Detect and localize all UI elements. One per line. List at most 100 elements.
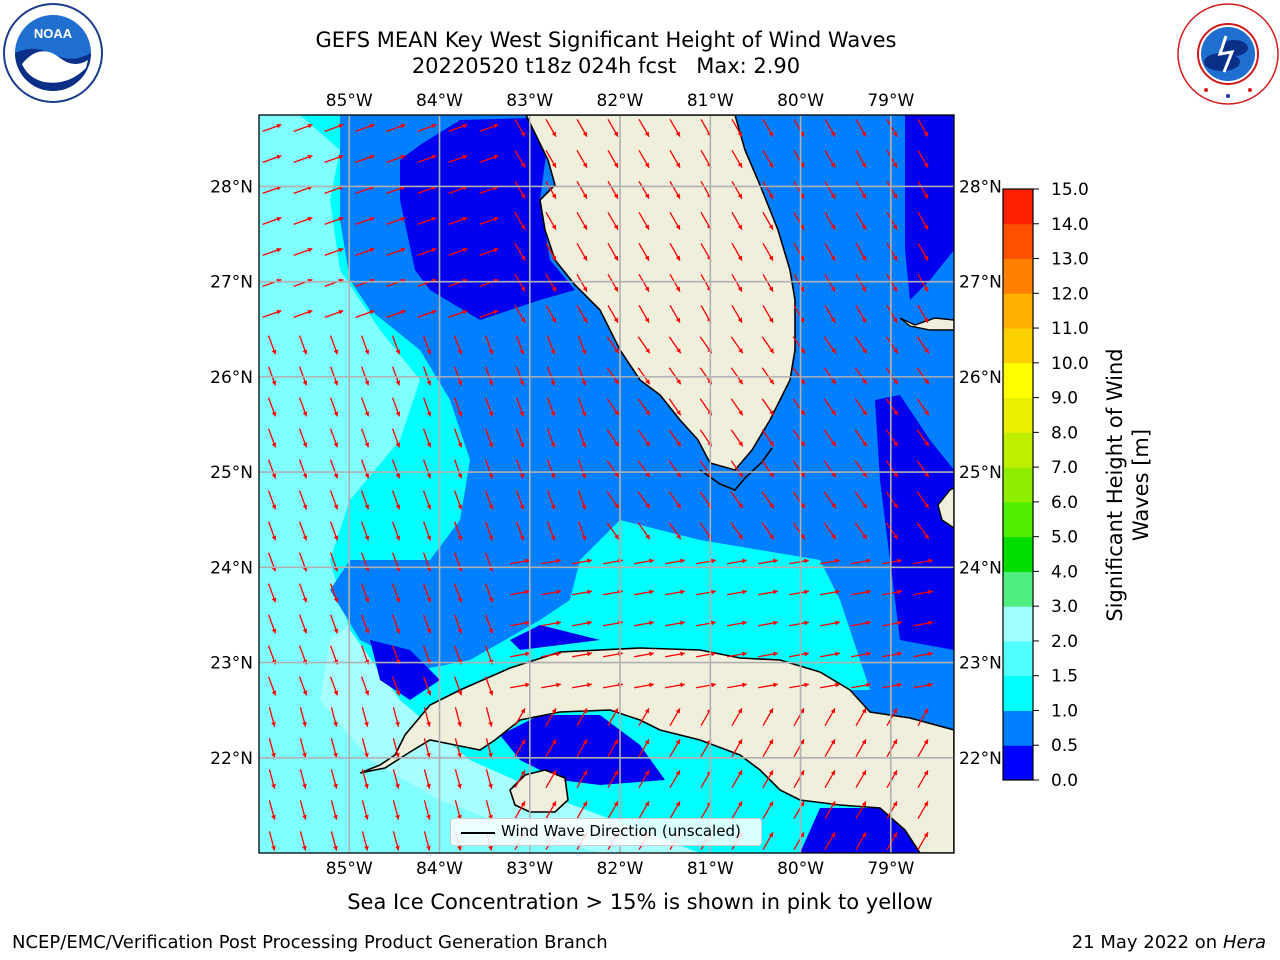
wave-arrow-head	[768, 286, 773, 292]
wave-arrow-head	[462, 123, 468, 129]
wave-arrow-head	[892, 162, 897, 168]
map-frame	[258, 114, 955, 854]
wave-arrow-head	[364, 814, 369, 820]
wave-arrow-head	[426, 814, 431, 820]
wave-arrow-head	[892, 224, 897, 230]
axis-tick-labels: 85°W 85°W 84°W 84°W 83°W 83°W 82°W 82°W 81°W 81°W…	[210, 91, 1002, 879]
wave-arrow-head	[613, 131, 618, 137]
wave-arrow-head	[333, 690, 339, 696]
wave-arrow-head	[680, 620, 685, 626]
wave-arrow-head	[302, 349, 308, 355]
wave-arrow-head	[645, 410, 650, 416]
wave-arrow-head	[525, 682, 530, 688]
wave-arrow-head	[271, 442, 277, 448]
wave-arrow-head	[645, 472, 650, 478]
wave-arrow-head	[426, 690, 432, 696]
wave-arrow-head	[395, 845, 400, 851]
wave-arrow-head	[800, 534, 805, 540]
wave-arrow-head	[519, 473, 525, 479]
wave-arrow-head	[364, 380, 370, 386]
wave-arrow-head	[892, 131, 897, 137]
wave-arrow-head	[550, 411, 556, 417]
wave-arrow-head	[613, 224, 618, 230]
colorbar-tick-label: 0.0	[1051, 771, 1078, 791]
colorbar-tick-label: 5.0	[1051, 528, 1078, 548]
colorbar-segment	[1003, 362, 1033, 399]
ocean-darkblue-cuba-south	[500, 715, 665, 785]
wave-arrow-head	[738, 441, 743, 447]
wave-arrow-head	[830, 162, 835, 168]
wave-arrow-head	[525, 589, 530, 595]
colorbar-segment	[1003, 189, 1033, 225]
wave-arrow-head	[457, 628, 463, 634]
wave-arrow-head	[493, 309, 499, 315]
wave-arrow-head	[893, 348, 898, 354]
wave-arrow-head	[768, 224, 773, 230]
wave-arrow-head	[773, 589, 778, 595]
wave-arrow-head	[307, 216, 313, 222]
wave-arrow-head	[556, 651, 561, 657]
wave-arrow-head	[804, 620, 809, 626]
wave-arrow-head	[338, 154, 344, 160]
wave-arrow-head	[457, 690, 463, 696]
wave-arrow-head	[587, 558, 592, 564]
wave-arrow-head	[861, 832, 866, 838]
wave-arrow-head	[395, 473, 401, 479]
lon-tick-bottom: 83°W	[506, 859, 553, 879]
wave-arrow-head	[893, 472, 898, 478]
wave-arrow-head	[742, 620, 747, 626]
wave-arrow-head	[804, 558, 809, 564]
wave-arrow-head	[333, 535, 339, 541]
lat-tick-right: 22°N	[959, 749, 1002, 769]
wave-arrow-head	[271, 721, 276, 727]
wave-arrow-head	[426, 349, 432, 355]
wave-arrow-head	[737, 770, 742, 776]
lon-tick-bottom: 85°W	[326, 859, 373, 879]
wave-arrow-head	[493, 247, 499, 253]
wave-arrow-head	[488, 783, 493, 789]
wave-arrow-head	[861, 317, 866, 323]
wave-arrow-head	[488, 442, 494, 448]
wave-arrow-head	[644, 224, 649, 230]
wave-arrow-head	[614, 503, 619, 509]
wave-arrow-head	[924, 348, 929, 354]
colorbar-segment	[1003, 293, 1033, 329]
wave-arrow-head	[431, 309, 437, 315]
wave-arrow-head	[924, 472, 929, 478]
wave-arrow-head	[302, 442, 308, 448]
colorbar-tick-label: 8.0	[1051, 423, 1078, 443]
wave-arrow-head	[431, 123, 437, 129]
wave-arrow-head	[923, 162, 928, 168]
wave-arrow-head	[866, 682, 871, 688]
wave-arrow-head	[426, 783, 431, 789]
wave-arrow-head	[520, 708, 525, 714]
wave-arrow-head	[462, 309, 468, 315]
footer-host: Hera	[1222, 932, 1266, 953]
wave-arrow-head	[302, 473, 308, 479]
wave-arrow-head	[426, 380, 432, 386]
wave-arrow-head	[769, 534, 774, 540]
wave-arrow-head	[804, 651, 809, 657]
wave-arrow-head	[862, 379, 867, 385]
wave-arrow-head	[395, 349, 401, 355]
wave-arrow-head	[519, 411, 525, 417]
wave-arrow-head	[333, 721, 338, 727]
wave-arrow-head	[866, 589, 871, 595]
wave-arrow-head	[737, 801, 742, 807]
wave-arrow-head	[923, 224, 928, 230]
footer-branch: NCEP/EMC/Verification Post Processing Pr…	[12, 932, 608, 953]
colorbar-label: Significant Height of Wind Waves [m]	[1103, 348, 1153, 622]
wave-arrow-head	[587, 651, 592, 657]
colorbar-segment	[1003, 745, 1033, 781]
wave-arrow-head	[769, 472, 774, 478]
wave-arrow-head	[923, 193, 928, 199]
colorbar-tick-label: 13.0	[1051, 250, 1089, 270]
wave-arrow-head	[333, 411, 339, 417]
sea-ice-note: Sea Ice Concentration > 15% is shown in …	[347, 890, 933, 914]
wave-arrow-head	[519, 442, 525, 448]
colorbar-segment	[1003, 675, 1033, 711]
lat-tick-left: 28°N	[210, 177, 253, 197]
wave-arrow-head	[645, 534, 650, 540]
wave-arrow-head	[581, 349, 587, 355]
